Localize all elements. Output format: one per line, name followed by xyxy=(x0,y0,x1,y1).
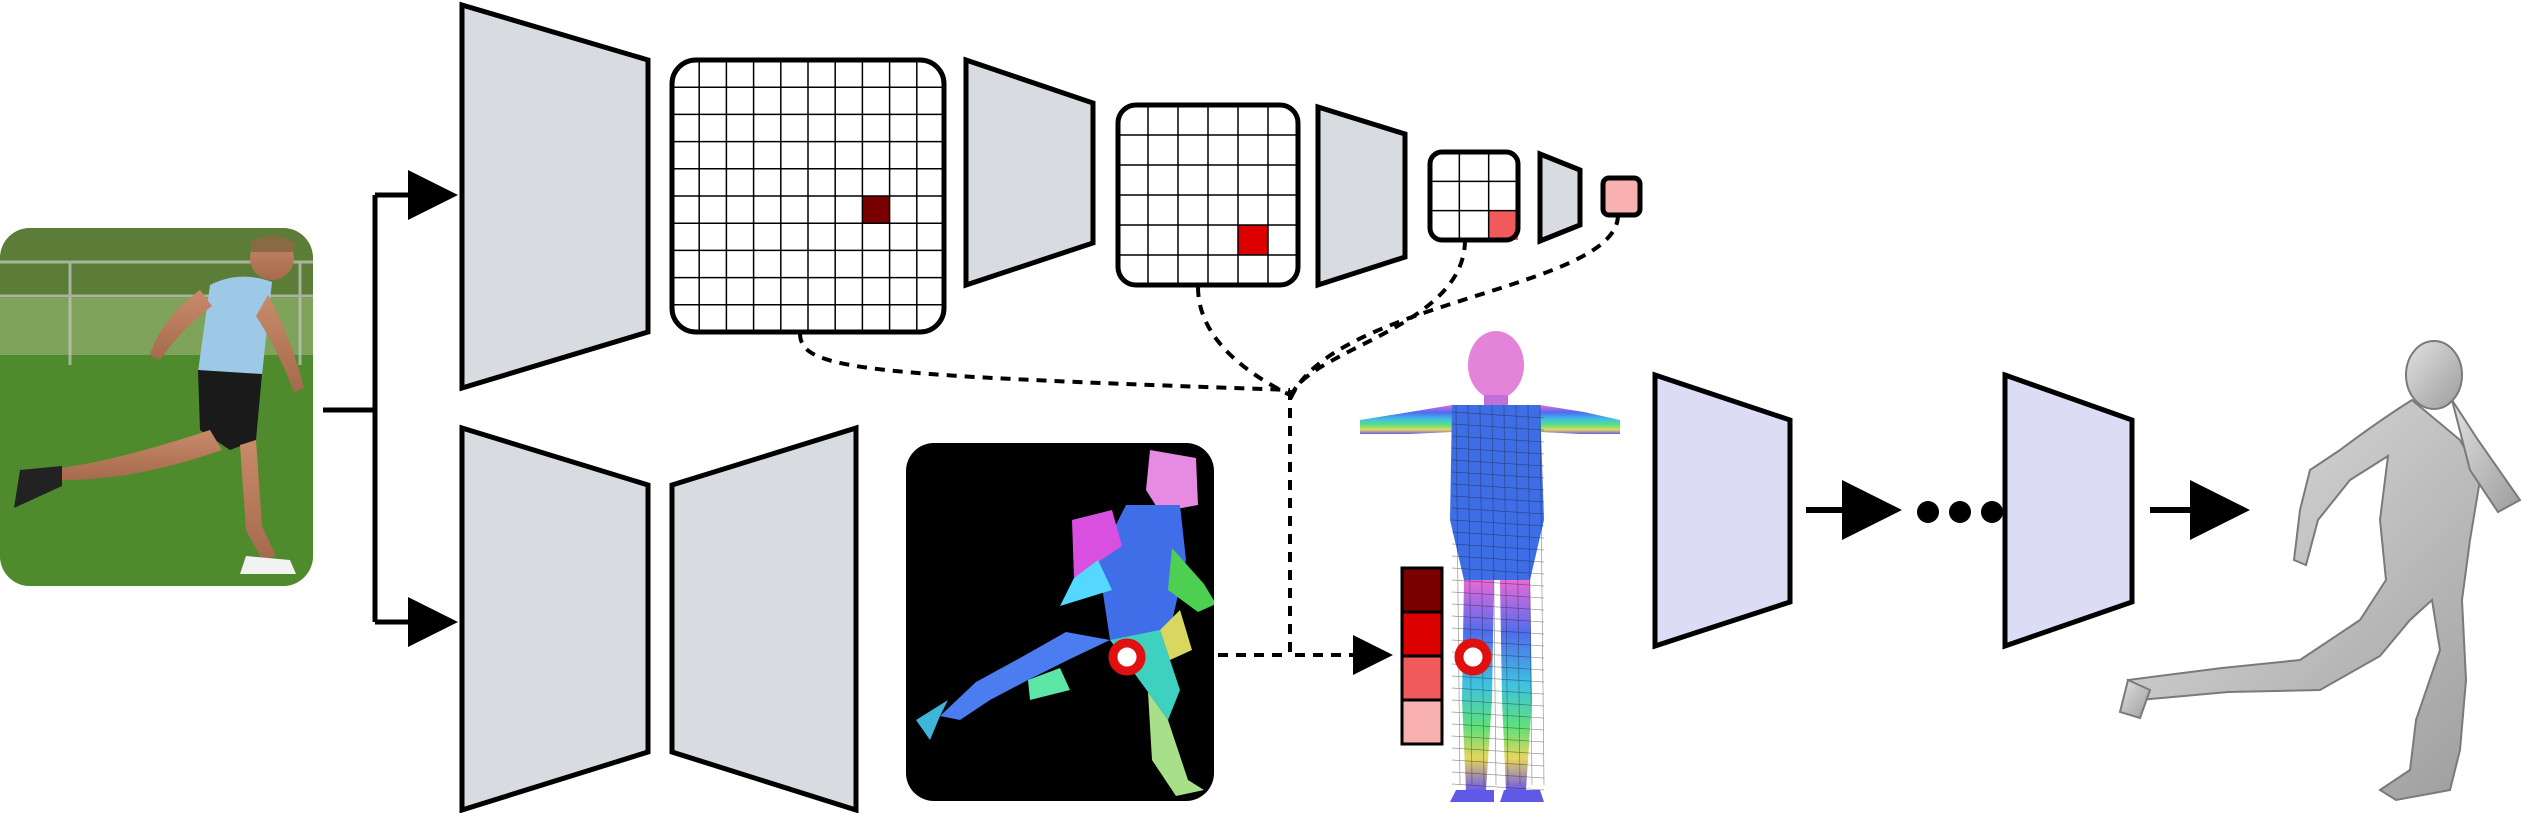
sampled-feature-cell xyxy=(1238,225,1268,255)
grid-border xyxy=(1600,175,1643,218)
sampled-feature-stack xyxy=(1400,566,1444,746)
running-person-photo xyxy=(0,228,313,586)
feature-grid-3 xyxy=(1427,149,1521,243)
sample-point-marker-iuv xyxy=(1108,638,1146,676)
encoder-block-4 xyxy=(1537,150,1583,245)
iuv-decoder-block xyxy=(669,424,859,813)
ellipsis-dot xyxy=(1917,501,1939,523)
ellipsis-dot xyxy=(1949,501,1971,523)
input-split-arrows xyxy=(323,170,458,647)
sampled-feature-cell xyxy=(1603,178,1640,215)
grid-border xyxy=(1115,102,1301,288)
top-encoder xyxy=(459,1,1643,392)
encoder-block-1 xyxy=(459,1,651,392)
runner-figure xyxy=(14,235,304,574)
regressor-block-2 xyxy=(2002,371,2135,650)
feature-stack-level xyxy=(1400,566,1444,614)
iuv-body-silhouette xyxy=(916,450,1214,796)
feature-grid-2 xyxy=(1115,102,1301,288)
sampling-connections xyxy=(798,214,1620,675)
ellipsis-dot xyxy=(1981,501,2003,523)
sample-point-marker-mesh xyxy=(1454,638,1492,676)
encoder-block-2 xyxy=(963,56,1096,289)
feature-grid-1 xyxy=(669,57,947,335)
feature-stack-level xyxy=(1400,698,1444,746)
grid-border xyxy=(669,57,947,335)
ellipsis-dots xyxy=(1917,501,2003,523)
iuv-network xyxy=(459,424,859,813)
feature-stack-level xyxy=(1400,610,1444,658)
regressor-block-1 xyxy=(1652,371,1793,650)
iuv-map xyxy=(906,443,1214,801)
graph-regressor xyxy=(1652,371,2250,650)
output-mesh xyxy=(2118,340,2522,802)
template-mesh xyxy=(1360,331,1620,802)
feature-grid-4 xyxy=(1600,175,1643,218)
feature-stack-level xyxy=(1400,654,1444,702)
iuv-encoder-block xyxy=(459,424,651,813)
sampled-feature-cell xyxy=(862,196,890,224)
grid-border xyxy=(1427,149,1521,243)
encoder-block-3 xyxy=(1315,103,1408,289)
